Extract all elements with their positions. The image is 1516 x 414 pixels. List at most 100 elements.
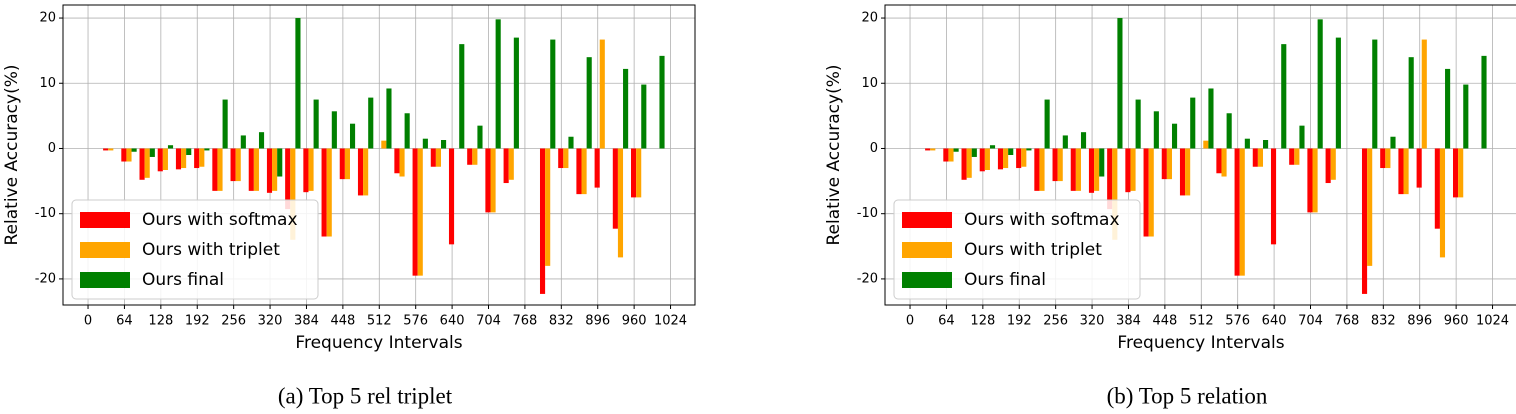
bar [435, 148, 442, 167]
y-tick-label: 20 [39, 11, 56, 26]
chart: -20 -10 0 10 20 0 64 128 192 256 320 384 448 512 576 64… [2, 4, 696, 408]
bar [339, 148, 345, 180]
bar [175, 148, 182, 170]
bar [430, 148, 436, 167]
bar [558, 148, 564, 169]
bar [508, 148, 514, 180]
x-tick-label: 960 [622, 314, 647, 329]
x-tick-label: 832 [1371, 314, 1396, 329]
bar [121, 148, 127, 162]
x-tick-label: 0 [84, 314, 92, 329]
bar [103, 148, 109, 151]
bar [467, 148, 473, 165]
x-tick-label: 256 [221, 314, 246, 329]
bar [222, 99, 228, 149]
x-tick-label: 768 [1334, 314, 1359, 329]
x-tick-label: 896 [1407, 314, 1432, 329]
x-tick-label: 768 [512, 314, 537, 329]
bar [1034, 148, 1040, 191]
bar [539, 148, 546, 294]
bar [1070, 148, 1076, 191]
bar [1408, 57, 1414, 149]
bar [1203, 140, 1209, 149]
bar [1226, 113, 1232, 149]
bar [194, 148, 200, 169]
legend-swatch [80, 272, 130, 288]
bar [563, 148, 569, 169]
x-tick-label: 384 [1116, 314, 1141, 329]
bar [139, 148, 145, 180]
bar [961, 148, 967, 180]
bar [1161, 148, 1167, 180]
bar [1307, 148, 1313, 213]
bar [1234, 148, 1240, 276]
bar [422, 138, 428, 149]
y-axis-label: Relative Accuracy(%) [2, 65, 22, 246]
bar [199, 148, 205, 167]
bar [930, 148, 936, 151]
x-tick-label: 960 [1444, 314, 1469, 329]
plot-frame [62, 4, 696, 306]
bar [290, 148, 296, 240]
x-tick-label: 448 [330, 314, 355, 329]
x-tick-label: 320 [258, 314, 283, 329]
bar [1367, 148, 1373, 266]
legend-swatch [80, 242, 130, 258]
bar [217, 148, 223, 191]
bar [612, 148, 618, 229]
x-tick-label: 832 [549, 314, 574, 329]
bar [235, 148, 241, 182]
bar [412, 148, 418, 276]
bar [1281, 44, 1287, 149]
bar [1312, 148, 1318, 213]
bar [984, 148, 990, 170]
bar [344, 148, 350, 180]
bar [495, 19, 501, 149]
legend-box [893, 199, 1141, 300]
bar [240, 135, 246, 149]
bar [1080, 132, 1087, 149]
bar [1458, 148, 1464, 198]
legend-swatch [902, 242, 952, 258]
legend-swatch [902, 272, 952, 288]
bar [230, 148, 236, 182]
bar [386, 88, 392, 149]
y-tick-label: 0 [870, 141, 878, 156]
bar [1075, 148, 1081, 191]
bar [266, 148, 273, 193]
x-tick-label: 704 [1298, 314, 1323, 329]
bar [948, 148, 954, 162]
x-tick-label: 192 [185, 314, 210, 329]
bar [1130, 148, 1136, 191]
bar [1044, 99, 1050, 149]
bar [1117, 18, 1123, 149]
y-tick-label: 20 [861, 11, 878, 26]
bar [1252, 148, 1258, 167]
legend-label: Ours with triplet [142, 240, 280, 260]
bar [149, 148, 155, 157]
bar [349, 123, 356, 149]
bar [513, 37, 519, 149]
x-axis-label: Frequency Intervals [295, 333, 462, 353]
x-tick-label: 704 [476, 314, 501, 329]
bar [659, 55, 665, 149]
bar [1190, 97, 1196, 149]
x-tick-label: 128 [970, 314, 995, 329]
bar [1335, 37, 1341, 149]
bar [326, 148, 332, 237]
bar [1416, 148, 1422, 188]
bar [381, 140, 387, 149]
bar [368, 97, 374, 149]
bar [490, 148, 496, 213]
bar [295, 18, 301, 149]
bar [1453, 148, 1459, 198]
bar [989, 145, 996, 149]
bar [1299, 125, 1305, 149]
bar [545, 148, 551, 266]
bar [636, 148, 642, 198]
bar [953, 148, 959, 152]
bar [1166, 148, 1172, 180]
legend-swatch [902, 212, 952, 228]
bar [1107, 148, 1113, 210]
bar [167, 145, 174, 149]
